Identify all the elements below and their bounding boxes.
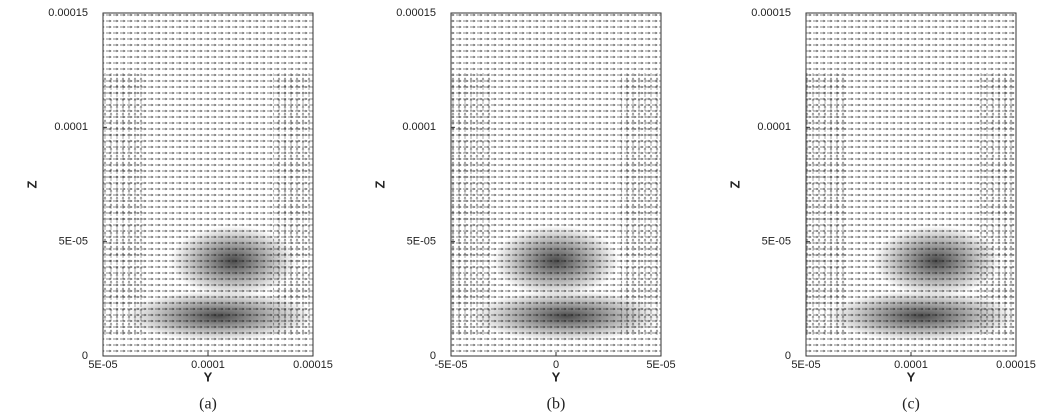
y-axis-title: Z xyxy=(24,180,39,188)
x-axis-title: Y xyxy=(552,369,561,384)
y-axis-title: Z xyxy=(727,180,742,188)
x-tick-label: 0.00015 xyxy=(996,359,1036,371)
y-tick-label: 0.0001 xyxy=(54,121,88,133)
x-tick-label: 5E-05 xyxy=(88,359,117,371)
x-tick-label: 0.00015 xyxy=(293,359,333,371)
y-tick-label: 0.0001 xyxy=(402,121,436,133)
vortex-shade xyxy=(873,226,1000,296)
y-tick-label: 5E-05 xyxy=(762,236,791,248)
vortex-shade xyxy=(493,226,619,296)
caption: (c) xyxy=(902,396,920,413)
y-tick-label: 0 xyxy=(785,350,791,362)
vector-field-texture xyxy=(103,73,143,336)
vector-field-texture xyxy=(806,73,846,336)
vortex-shade xyxy=(170,226,297,296)
plot-area xyxy=(805,12,1017,357)
plot-area xyxy=(450,12,662,357)
y-tick-label: 5E-05 xyxy=(407,236,436,248)
x-axis-title: Y xyxy=(204,369,213,384)
y-tick-label: 0.0001 xyxy=(757,121,791,133)
vortex-shade xyxy=(827,291,1016,341)
vector-field-texture xyxy=(621,73,661,336)
x-tick-label: -5E-05 xyxy=(434,359,467,371)
y-tick-label: 0.00015 xyxy=(396,7,436,19)
caption: (a) xyxy=(199,396,217,413)
x-tick-label: 0.0001 xyxy=(191,359,225,371)
vortex-shade xyxy=(124,291,313,341)
x-tick-label: 5E-05 xyxy=(646,359,675,371)
y-tick-label: 0 xyxy=(430,350,436,362)
x-tick-label: 0.0001 xyxy=(894,359,928,371)
x-axis-title: Y xyxy=(907,369,916,384)
vortex-shade xyxy=(472,291,661,341)
y-tick-label: 0 xyxy=(82,350,88,362)
y-tick-label: 0.00015 xyxy=(751,7,791,19)
plot-area xyxy=(102,12,314,357)
vector-field-texture xyxy=(451,73,491,336)
vector-field-texture xyxy=(976,73,1016,336)
vector-field-texture xyxy=(273,73,313,336)
x-tick-label: 0 xyxy=(553,359,559,371)
y-tick-label: 5E-05 xyxy=(59,236,88,248)
y-tick-label: 0.00015 xyxy=(48,7,88,19)
y-axis-title: Z xyxy=(372,180,387,188)
x-tick-label: 5E-05 xyxy=(791,359,820,371)
caption: (b) xyxy=(547,396,566,413)
